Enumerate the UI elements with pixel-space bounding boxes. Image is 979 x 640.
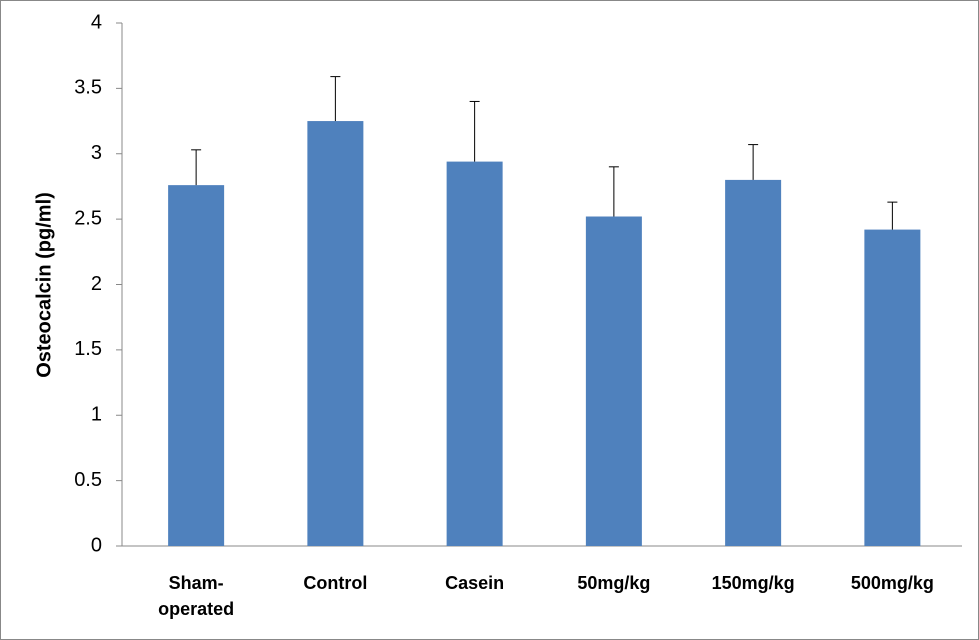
bar: [585, 216, 642, 546]
bar: [168, 185, 225, 546]
error-bar: [469, 100, 480, 162]
bar: [864, 229, 921, 546]
bar: [307, 121, 364, 546]
y-tick-label: 0.5: [74, 469, 102, 491]
error-bar: [887, 201, 898, 230]
error-bar: [191, 149, 202, 186]
x-tick-label: 50mg/kg: [577, 573, 651, 593]
error-bar: [748, 144, 759, 180]
y-tick-label: 3: [91, 142, 102, 164]
y-tick-label: 1.5: [74, 338, 102, 360]
x-tick-label: 150mg/kg: [711, 573, 795, 593]
y-axis-label: Osteocalcin (pg/ml): [33, 192, 55, 378]
x-tick-label: 500mg/kg: [850, 573, 934, 593]
y-tick-label: 0: [91, 534, 102, 556]
x-tick-label: Casein: [445, 573, 505, 593]
error-bar: [608, 166, 619, 217]
y-tick-label: 1: [91, 404, 102, 426]
y-tick-label: 2: [91, 273, 102, 295]
y-tick-label: 3.5: [74, 77, 102, 99]
x-tick-label: Control: [303, 573, 368, 593]
y-tick-label: 2.5: [74, 207, 102, 229]
y-tick-label: 4: [91, 11, 102, 33]
error-bar: [330, 76, 341, 122]
bar: [725, 179, 782, 546]
bar: [446, 161, 503, 546]
x-tick-label: Sham-operated: [158, 573, 235, 619]
